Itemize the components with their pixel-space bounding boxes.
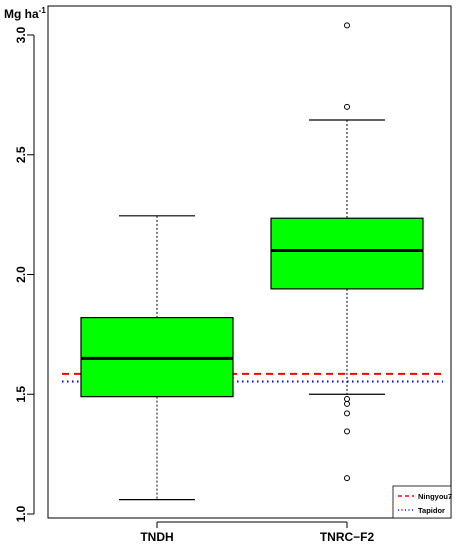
plot-frame <box>47 5 452 519</box>
legend-label-ningyou7: Ningyou7 <box>418 492 452 501</box>
y-tick-label: 2.5 <box>14 146 28 163</box>
legend-frame <box>392 485 452 519</box>
y-unit-main: Mg ha <box>4 7 39 21</box>
outlier-point <box>344 475 350 482</box>
boxes <box>80 22 424 501</box>
legend-label-tapidor: Tapidor <box>418 506 445 515</box>
outlier-point <box>344 410 350 417</box>
y-tick-label: 3.0 <box>14 26 28 43</box>
x-tick-label: TNRC−F2 <box>320 530 375 544</box>
outlier-point <box>344 22 350 29</box>
outlier-point <box>344 396 350 403</box>
y-unit-label: Mg ha-1 <box>4 6 46 21</box>
y-tick-label: 1.5 <box>14 386 28 403</box>
box-1 <box>270 22 424 482</box>
box-0 <box>80 215 234 501</box>
y-axis: 1.0 1.5 2.0 2.5 3.0 <box>14 26 35 522</box>
outlier-point <box>344 103 350 110</box>
outlier-point <box>344 428 350 435</box>
y-tick-label: 2.0 <box>14 266 28 283</box>
outlier-point <box>344 400 350 407</box>
y-tick-label: 1.0 <box>14 505 28 522</box>
y-unit-superscript: -1 <box>39 6 47 15</box>
x-tick-label: TNDH <box>140 530 173 544</box>
x-axis: TNDH TNRC−F2 <box>140 521 375 544</box>
legend: Ningyou7 Tapidor <box>392 485 452 519</box>
box-iqr <box>270 217 424 290</box>
